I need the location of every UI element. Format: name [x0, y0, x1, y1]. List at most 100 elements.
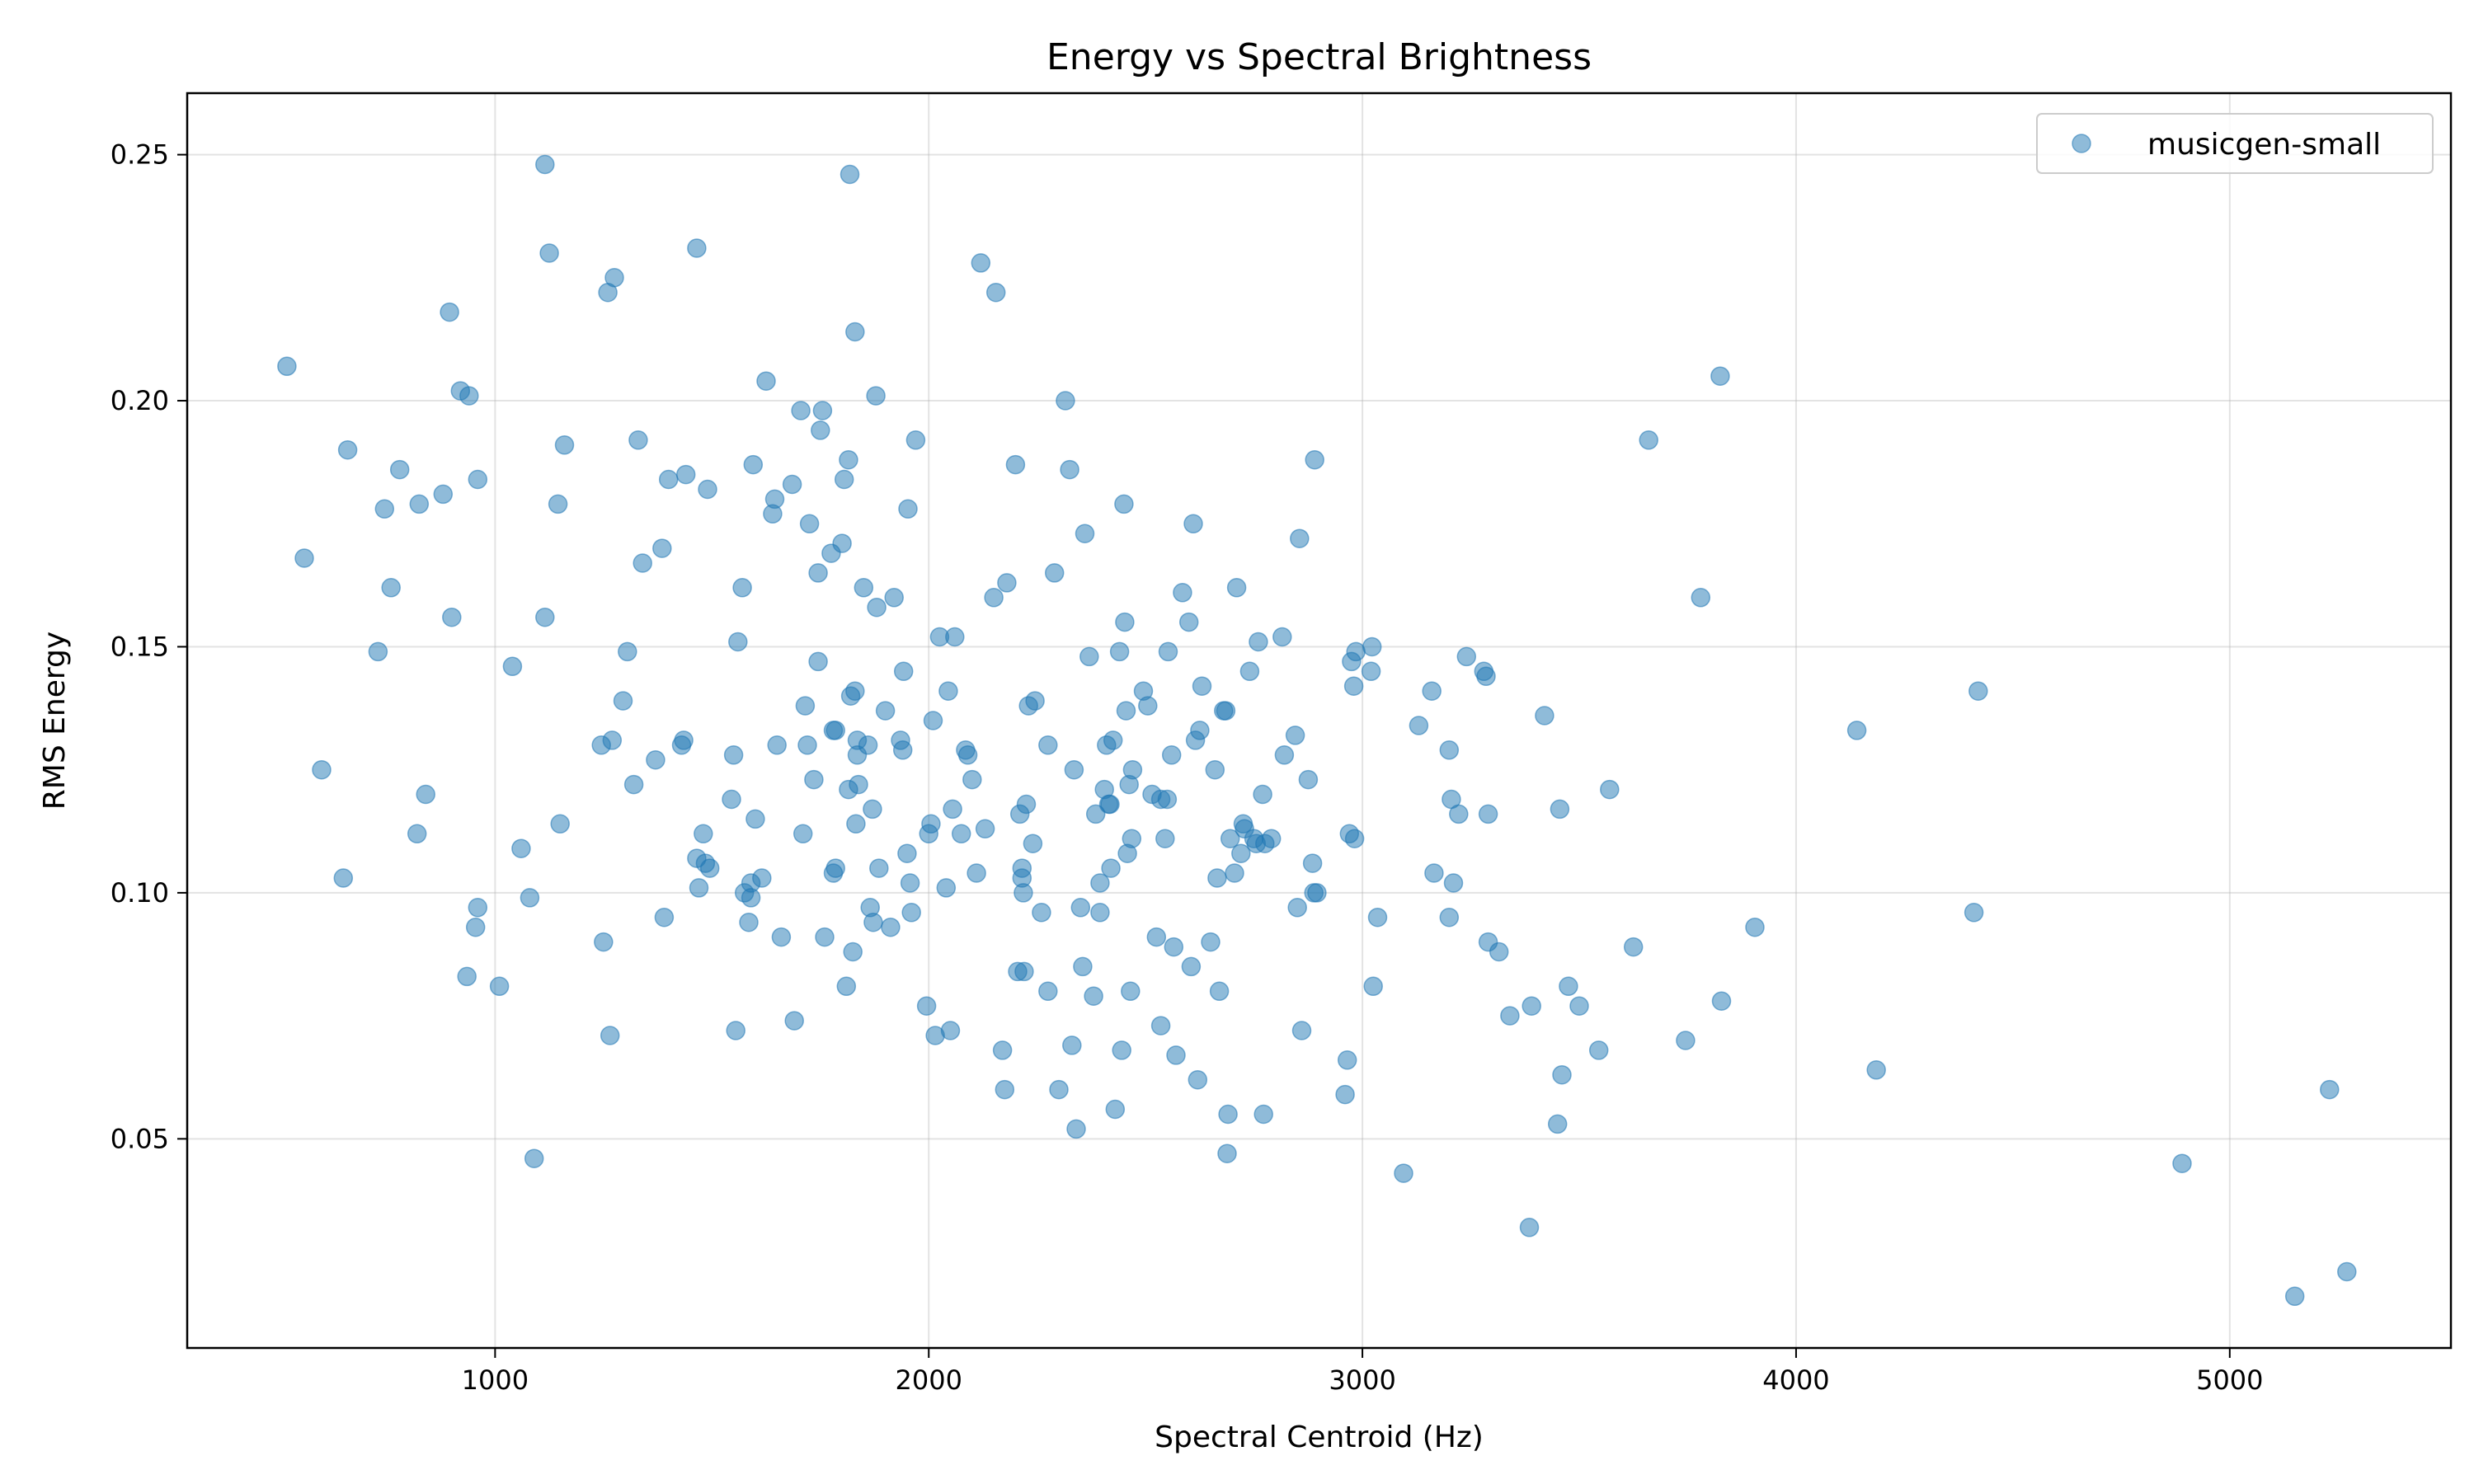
scatter-point [1109, 641, 1130, 662]
scatter-point [839, 449, 858, 470]
scatter-point [782, 474, 802, 495]
scatter-point [1016, 794, 1037, 815]
scatter-point [1161, 745, 1182, 765]
scatter-point [1032, 903, 1051, 923]
scatter-point [795, 696, 816, 716]
scatter-point [1335, 1084, 1355, 1105]
scatter-point [940, 1021, 961, 1040]
scatter-point [1362, 636, 1382, 657]
scatter-point [863, 799, 882, 819]
scatter-point [1114, 494, 1134, 514]
scatter-point [815, 927, 835, 947]
legend-box [2036, 113, 2434, 174]
scatter-point [1343, 676, 1364, 696]
scatter-point [1846, 721, 1867, 740]
scatter-point [1085, 804, 1106, 824]
scatter-point [337, 439, 358, 460]
scatter-point [1038, 981, 1058, 1002]
scatter-point [1138, 696, 1158, 716]
scatter-point [971, 253, 991, 273]
scatter-point [1489, 942, 1509, 962]
scatter-point [1291, 1021, 1312, 1040]
scatter-point [1964, 903, 1984, 923]
scatter-point [923, 711, 943, 730]
scatter-point [739, 912, 759, 932]
scatter-point [602, 730, 623, 750]
scatter-point [869, 858, 889, 878]
scatter-point [845, 322, 865, 342]
scatter-point [741, 888, 761, 908]
scatter-point [916, 996, 937, 1016]
scatter-point [1239, 661, 1260, 682]
scatter-point [633, 553, 652, 573]
scatter-point [1478, 804, 1498, 824]
scatter-point [812, 401, 833, 420]
scatter-point [1500, 1006, 1520, 1026]
scatter-point [1519, 1218, 1540, 1237]
legend-marker [2072, 134, 2091, 153]
scatter-point [875, 701, 896, 721]
scatter-point [897, 843, 917, 863]
scatter-point [1066, 1119, 1086, 1139]
scatter-point [1014, 883, 1033, 903]
scatter-point [951, 824, 971, 844]
scatter-point [1181, 956, 1202, 977]
y-tick-label: 0.25 [111, 139, 169, 171]
scatter-point [1968, 681, 1988, 701]
scatter-point [1158, 641, 1178, 662]
scatter-point [997, 573, 1017, 593]
scatter-point [1101, 858, 1121, 878]
scatter-point [825, 721, 845, 740]
scatter-point [628, 430, 648, 450]
scatter-point [1023, 834, 1043, 853]
scatter-point [416, 784, 435, 805]
scatter-point [843, 942, 863, 962]
scatter-point [1394, 1163, 1413, 1183]
scatter-point [1346, 641, 1366, 662]
scatter-point [1105, 1099, 1126, 1120]
scatter-point [594, 932, 614, 952]
scatter-point [1103, 730, 1123, 750]
scatter-point [836, 976, 857, 997]
scatter-point [1183, 514, 1203, 534]
scatter-point [1079, 646, 1099, 667]
scatter-point [407, 824, 427, 844]
scatter-point [1205, 759, 1225, 780]
scatter-point [1218, 1104, 1238, 1125]
scatter-point [2337, 1261, 2357, 1282]
scatter-point [849, 774, 868, 795]
scatter-point [698, 479, 717, 500]
scatter-point [1535, 706, 1554, 726]
scatter-point [845, 681, 865, 701]
scatter-point [767, 735, 787, 755]
scatter-point [465, 917, 486, 937]
scatter-point [1639, 430, 1658, 450]
scatter-point [1190, 721, 1210, 740]
scatter-point [1005, 454, 1026, 475]
scatter-point [957, 745, 978, 765]
scatter-point [1100, 794, 1120, 815]
scatter-point [797, 735, 817, 755]
scatter-point [694, 824, 713, 844]
scatter-point [1164, 937, 1184, 957]
scatter-point [554, 435, 575, 455]
scatter-point [1188, 1069, 1208, 1090]
y-tick-label: 0.20 [111, 385, 169, 416]
scatter-point [808, 651, 828, 672]
scatter-point [687, 238, 707, 258]
scatter-point [374, 499, 395, 519]
scatter-point [992, 1040, 1013, 1060]
scatter-point [658, 469, 679, 490]
scatter-point [1073, 956, 1093, 977]
scatter-point [1337, 1050, 1357, 1070]
scatter-point [1231, 843, 1251, 863]
scatter-point [1290, 528, 1310, 548]
y-axis-label: RMS Energy [38, 632, 72, 810]
scatter-point [1866, 1060, 1886, 1080]
scatter-point [901, 903, 921, 923]
scatter-point [995, 1079, 1015, 1100]
scatter-point [1122, 759, 1143, 780]
scatter-point [1559, 976, 1578, 997]
scatter-point [381, 578, 401, 598]
